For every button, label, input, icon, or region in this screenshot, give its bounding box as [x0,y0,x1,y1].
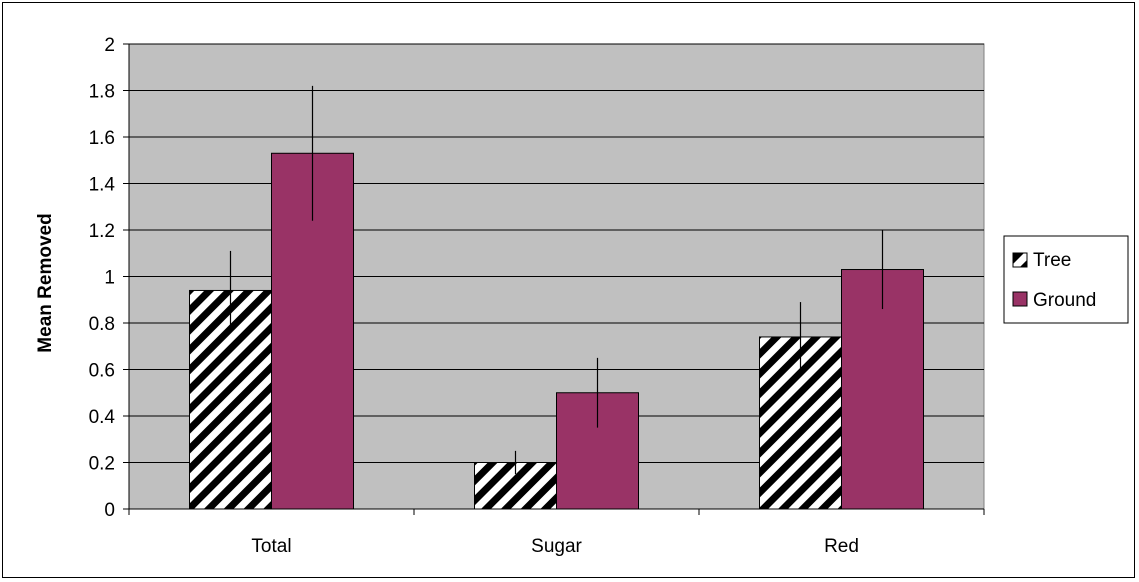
x-tick-label: Red [824,536,859,557]
y-tick-label: 1.8 [89,82,115,103]
legend-box [1003,235,1129,324]
y-tick-label: 2 [104,35,115,56]
y-tick-label: 1.2 [89,221,115,242]
bar-ground-red [841,269,924,510]
y-axis-title: Mean Removed [35,213,56,352]
y-tick-label: 1.6 [89,128,115,149]
legend-swatch-tree [1012,252,1028,268]
legend-swatch-ground [1012,291,1028,307]
y-tick-label: 0.2 [89,454,115,475]
y-tick-label: 1 [104,268,115,289]
y-tick-label: 1.4 [89,175,116,196]
legend-label-tree: Tree [1033,250,1071,271]
x-tick-label: Total [251,536,291,557]
y-tick-label: 0.4 [89,407,116,428]
legend: Tree Ground [1003,235,1129,324]
y-tick-label: 0.6 [89,361,115,382]
axes: 0 0.2 0.4 0.6 0.8 1 1.2 1.4 1.6 1.8 2 Total Sugar Red [89,35,985,557]
y-tick-label: 0 [104,500,115,521]
y-tick-label: 0.8 [89,314,115,335]
x-tick-label: Sugar [531,536,582,557]
legend-label-ground: Ground [1033,290,1096,311]
